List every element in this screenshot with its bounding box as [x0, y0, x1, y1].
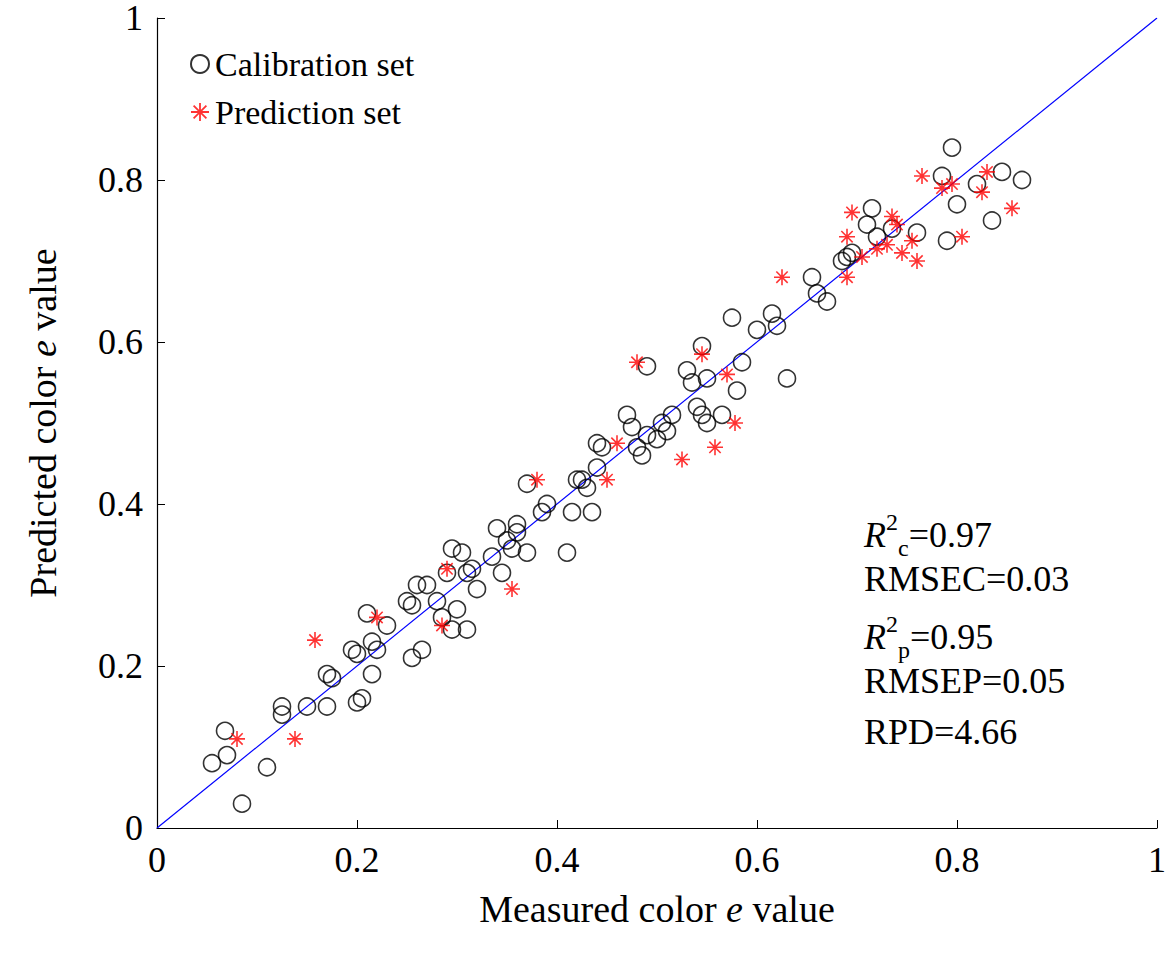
svg-text:2: 2 [886, 611, 898, 637]
svg-text:RPD=4.66: RPD=4.66 [864, 712, 1017, 752]
svg-text:0.2: 0.2 [98, 646, 143, 686]
svg-text:0.6: 0.6 [98, 322, 143, 362]
svg-text:e: e [22, 340, 64, 357]
svg-text:0: 0 [125, 808, 143, 848]
svg-text:Measured: Measured [479, 888, 629, 930]
svg-text:Prediction set: Prediction set [215, 94, 402, 131]
svg-text:R: R [863, 515, 886, 555]
svg-text:Predicted: Predicted [22, 454, 64, 598]
svg-text:=0.97: =0.97 [909, 515, 992, 555]
svg-text:2: 2 [886, 509, 898, 535]
svg-text:0.2: 0.2 [335, 840, 380, 880]
svg-text:value: value [22, 248, 64, 330]
svg-text:=0.95: =0.95 [910, 617, 993, 657]
svg-text:0.8: 0.8 [935, 840, 980, 880]
svg-text:e: e [726, 888, 743, 930]
svg-text:0.4: 0.4 [98, 484, 143, 524]
svg-text:color: color [22, 366, 64, 444]
svg-text:value: value [752, 888, 834, 930]
svg-text:0.4: 0.4 [535, 840, 580, 880]
svg-text:Calibration set: Calibration set [215, 46, 415, 83]
svg-text:RMSEC=0.03: RMSEC=0.03 [864, 559, 1069, 599]
svg-text:c: c [898, 535, 909, 561]
svg-text:R: R [863, 617, 886, 657]
svg-text:0.8: 0.8 [98, 160, 143, 200]
svg-text:0.6: 0.6 [735, 840, 780, 880]
svg-text:p: p [898, 637, 910, 663]
svg-text:color: color [639, 888, 717, 930]
svg-text:1: 1 [1148, 840, 1166, 880]
svg-text:1: 1 [125, 0, 143, 38]
svg-text:0: 0 [148, 840, 166, 880]
svg-text:RMSEP=0.05: RMSEP=0.05 [864, 661, 1065, 701]
